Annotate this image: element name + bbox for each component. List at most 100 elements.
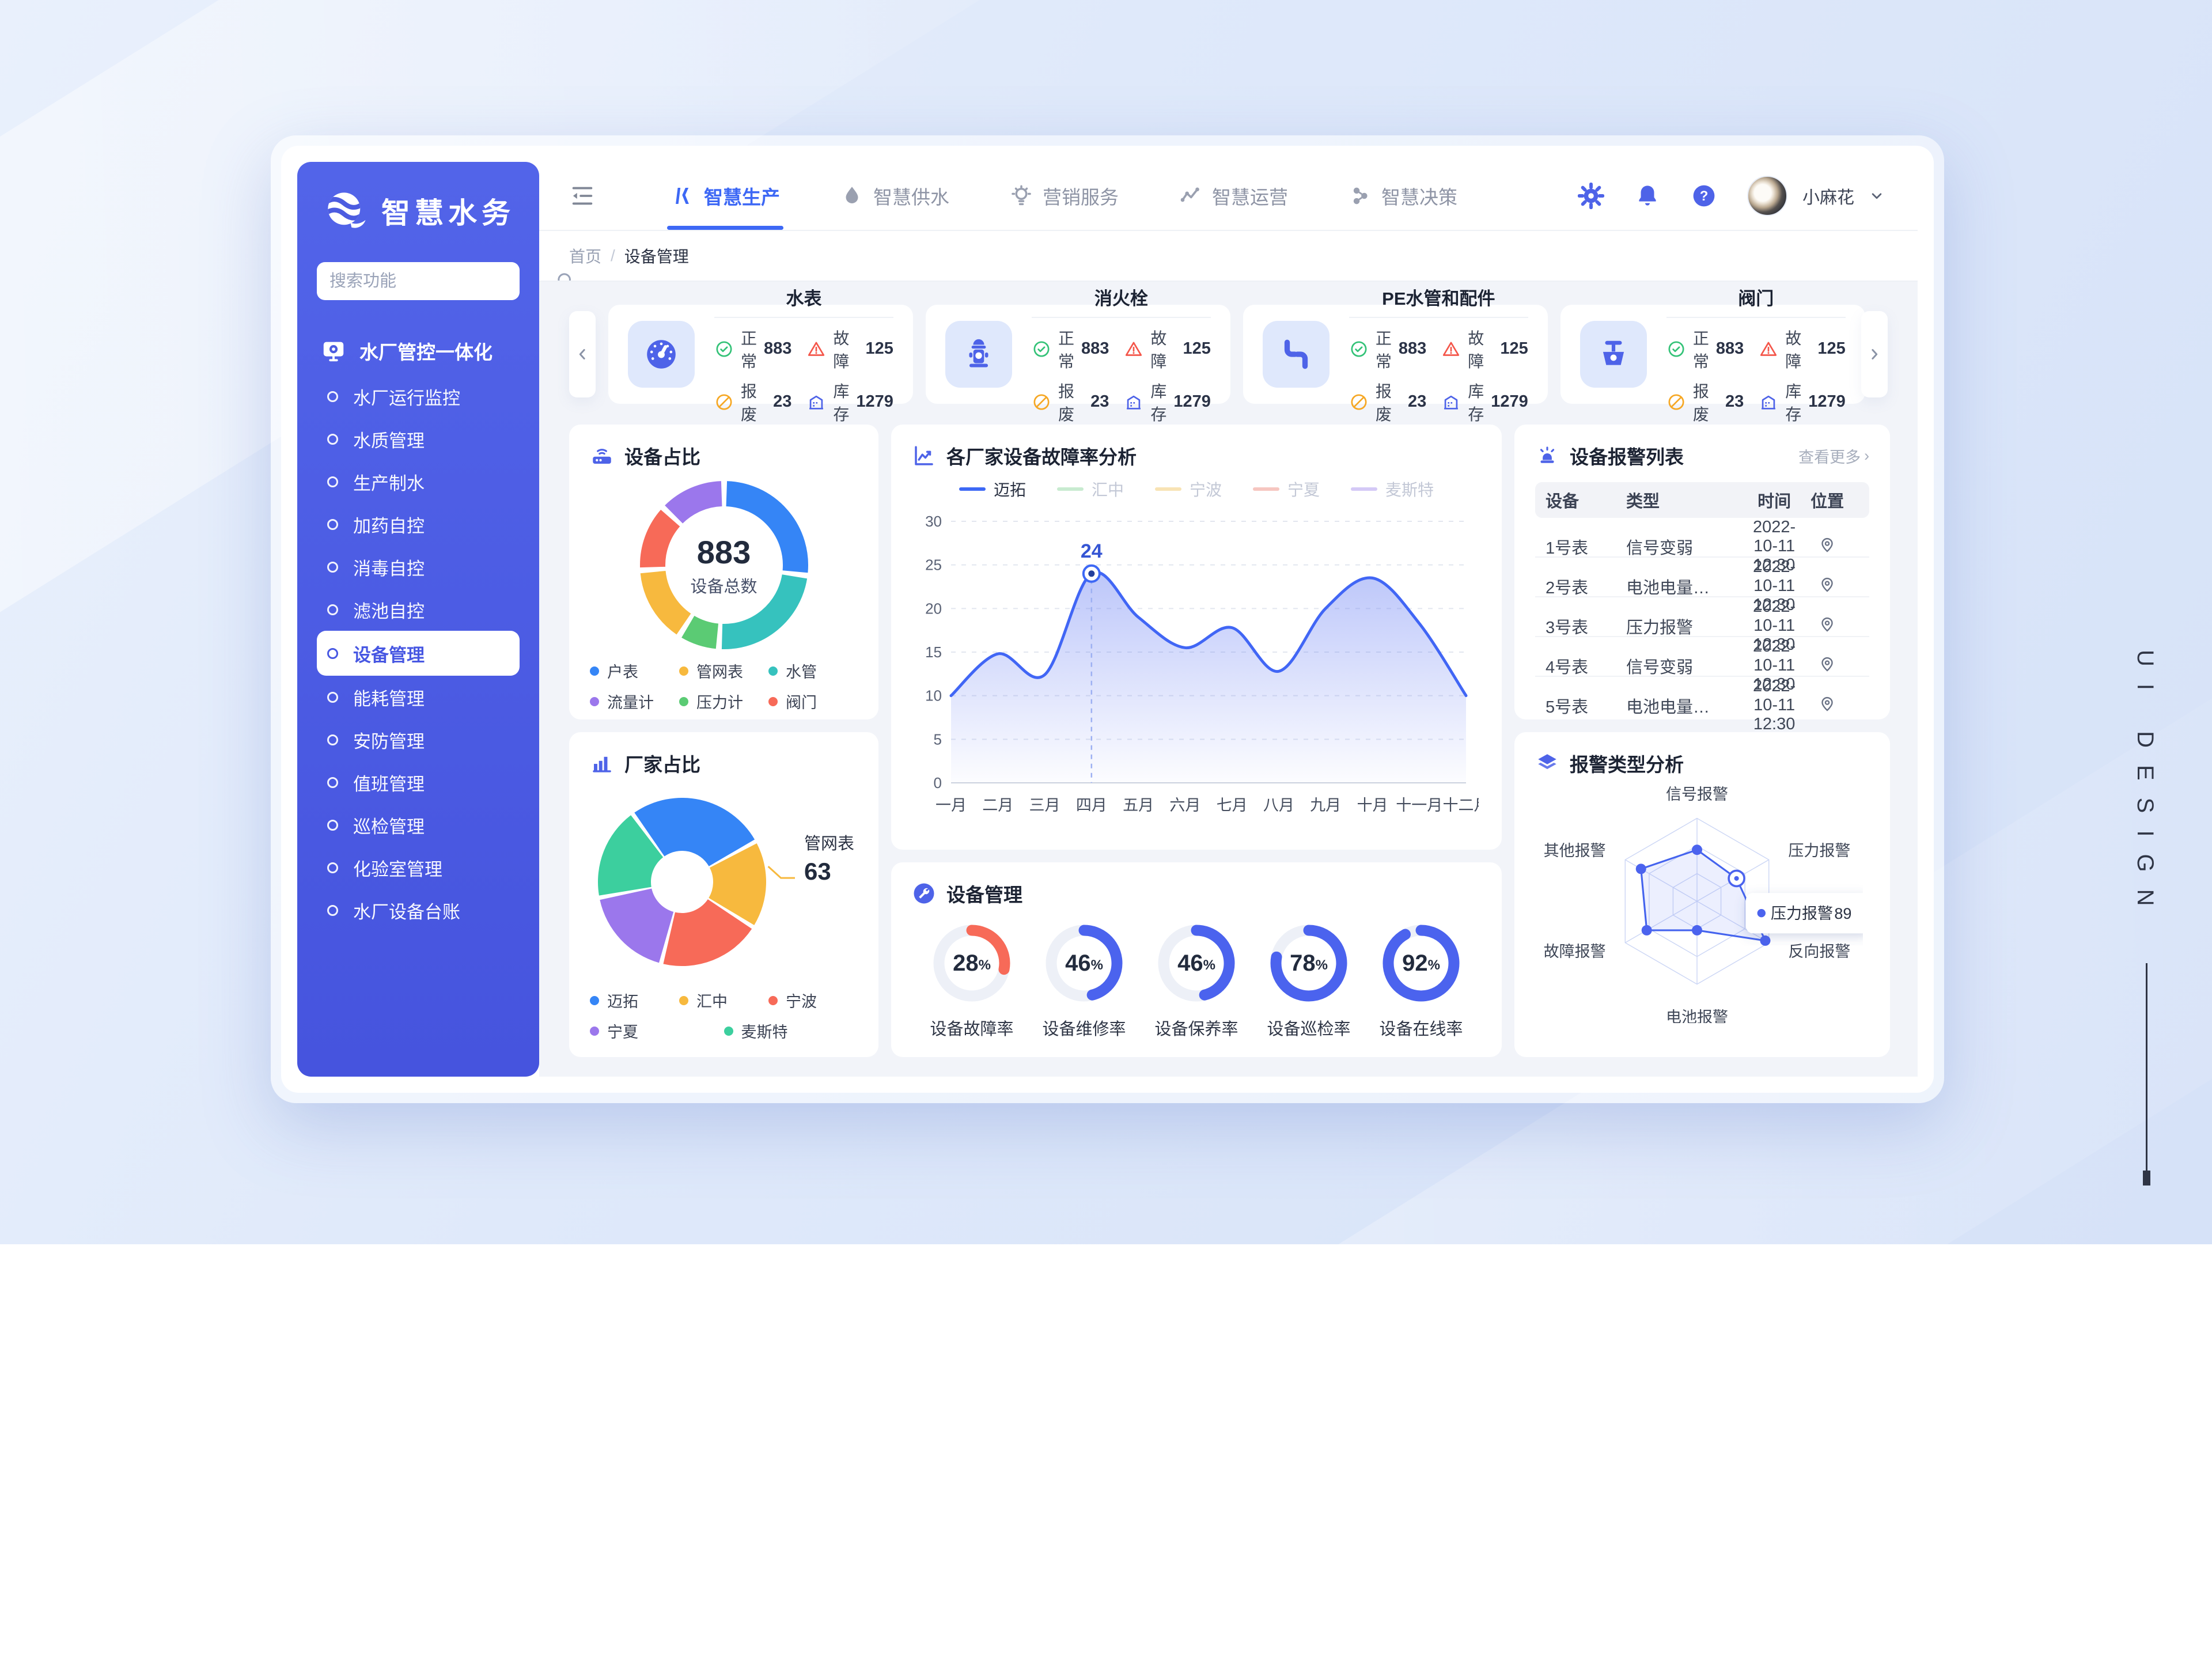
bullet-icon	[327, 692, 338, 703]
legend-label: 管网表	[696, 660, 743, 682]
sidebar-item-水质管理[interactable]: 水质管理	[317, 418, 520, 460]
svg-text:三月: 三月	[1029, 797, 1060, 814]
stat-value: 125	[1500, 339, 1528, 358]
sidebar-item-消毒自控[interactable]: 消毒自控	[317, 546, 520, 588]
sidebar-item-label: 消毒自控	[353, 554, 425, 580]
search-input[interactable]	[328, 271, 548, 291]
tab-智慧生产[interactable]: 智慧生产	[671, 162, 780, 230]
sidebar-item-设备管理[interactable]: 设备管理	[317, 631, 520, 676]
sidebar-item-值班管理[interactable]: 值班管理	[317, 761, 520, 804]
legend-dot-icon	[768, 666, 778, 676]
sidebar-group-header[interactable]: 水厂管控一体化	[317, 337, 520, 365]
ring-label: 设备故障率	[930, 1016, 1013, 1040]
stat-value: 23	[773, 392, 791, 411]
tab-label: 智慧供水	[873, 182, 949, 210]
sidebar-item-化验室管理[interactable]: 化验室管理	[317, 846, 520, 889]
sidebar-item-水厂设备台账[interactable]: 水厂设备台账	[317, 889, 520, 931]
location-pin-icon[interactable]	[1818, 535, 1836, 554]
stat-label: 库存	[1468, 379, 1484, 425]
sidebar-item-能耗管理[interactable]: 能耗管理	[317, 676, 520, 718]
svg-text:五月: 五月	[1123, 797, 1154, 814]
location-pin-icon[interactable]	[1818, 694, 1836, 713]
series-legend-宁夏[interactable]: 宁夏	[1253, 478, 1320, 501]
production-icon	[671, 184, 695, 208]
legend-item-户表: 户表	[590, 660, 679, 682]
legend-item-汇中: 汇中	[679, 989, 768, 1012]
svg-text:一月: 一月	[935, 797, 967, 814]
column-header-时间: 时间	[1753, 488, 1796, 512]
sidebar-item-巡检管理[interactable]: 巡检管理	[317, 804, 520, 846]
sidebar-item-加药自控[interactable]: 加药自控	[317, 503, 520, 546]
sidebar-item-安防管理[interactable]: 安防管理	[317, 718, 520, 761]
bullet-icon	[327, 391, 338, 402]
stat-label: 正常	[1693, 326, 1709, 372]
cards-scroll-left-button[interactable]	[569, 311, 596, 397]
sidebar-item-生产制水[interactable]: 生产制水	[317, 460, 520, 503]
factory-ratio-legend: 迈拓汇中宁波宁夏麦斯特	[590, 989, 858, 1042]
stat-label: 报废	[1376, 379, 1401, 425]
legend-label: 阀门	[786, 690, 817, 713]
tab-营销服务[interactable]: 营销服务	[1009, 162, 1119, 230]
location-pin-icon[interactable]	[1818, 615, 1836, 633]
sidebar-item-label: 水厂运行监控	[353, 384, 460, 410]
stat-value: 1279	[1808, 392, 1846, 411]
tab-智慧决策[interactable]: 智慧决策	[1348, 162, 1457, 230]
series-legend-迈拓[interactable]: 迈拓	[959, 478, 1026, 501]
breadcrumb-home[interactable]: 首页	[569, 244, 601, 267]
monitor-icon	[320, 338, 347, 364]
chevron-down-icon[interactable]	[1868, 187, 1885, 204]
svg-text:七月: 七月	[1217, 797, 1248, 814]
help-question-icon[interactable]: ?	[1691, 183, 1717, 209]
siren-icon	[1535, 444, 1559, 468]
notification-bell-icon[interactable]	[1634, 183, 1661, 209]
view-more-link[interactable]: 查看更多›	[1798, 445, 1869, 467]
pipes-icon	[1263, 321, 1330, 388]
factory-bars-icon	[590, 751, 614, 775]
sidebar-group-label: 水厂管控一体化	[359, 337, 493, 365]
legend-item-流量计: 流量计	[590, 690, 679, 713]
legend-label: 宁波	[786, 989, 817, 1012]
location-pin-icon[interactable]	[1818, 654, 1836, 673]
tab-智慧供水[interactable]: 智慧供水	[840, 162, 949, 230]
right-column: 设备报警列表 查看更多› 设备类型时间位置 1号表 信号变弱 2022-10-1…	[1514, 425, 1890, 1057]
cards-scroll-right-button[interactable]	[1861, 311, 1888, 397]
location-pin-icon[interactable]	[1818, 575, 1836, 593]
ban-circle-icon	[1349, 392, 1369, 412]
cell-type: 电池电量…	[1626, 694, 1753, 718]
ring-unit: %	[979, 957, 991, 974]
tab-智慧运营[interactable]: 智慧运营	[1179, 162, 1288, 230]
card-title: 设备管理	[946, 880, 1022, 907]
legend-item-压力计: 压力计	[679, 690, 768, 713]
ring-label: 设备在线率	[1379, 1016, 1463, 1040]
legend-dot-icon	[679, 666, 688, 676]
bullet-icon	[327, 434, 338, 445]
progress-ring-设备巡检率: 78%设备巡检率	[1259, 920, 1358, 1040]
nav-tabs: 智慧生产 智慧供水 营销服务智慧运营智慧决策	[671, 162, 1457, 230]
sidebar-item-滤池自控[interactable]: 滤池自控	[317, 588, 520, 631]
settings-gear-icon[interactable]	[1578, 183, 1604, 209]
sidebar-item-水厂运行监控[interactable]: 水厂运行监控	[317, 375, 520, 418]
series-legend-宁波[interactable]: 宁波	[1155, 478, 1222, 501]
series-legend-汇中[interactable]: 汇中	[1057, 478, 1124, 501]
ring-label: 设备巡检率	[1267, 1016, 1350, 1040]
tab-label: 智慧生产	[704, 182, 780, 210]
user-name[interactable]: 小麻花	[1802, 183, 1854, 209]
sidebar-search[interactable]	[317, 262, 520, 300]
user-avatar[interactable]	[1747, 176, 1787, 216]
svg-text:故障报警: 故障报警	[1544, 943, 1606, 960]
series-legend-麦斯特[interactable]: 麦斯特	[1351, 478, 1434, 501]
stat-label: 正常	[1376, 326, 1392, 372]
ring-value: 92	[1402, 950, 1428, 976]
collapse-menu-icon[interactable]	[569, 183, 596, 209]
